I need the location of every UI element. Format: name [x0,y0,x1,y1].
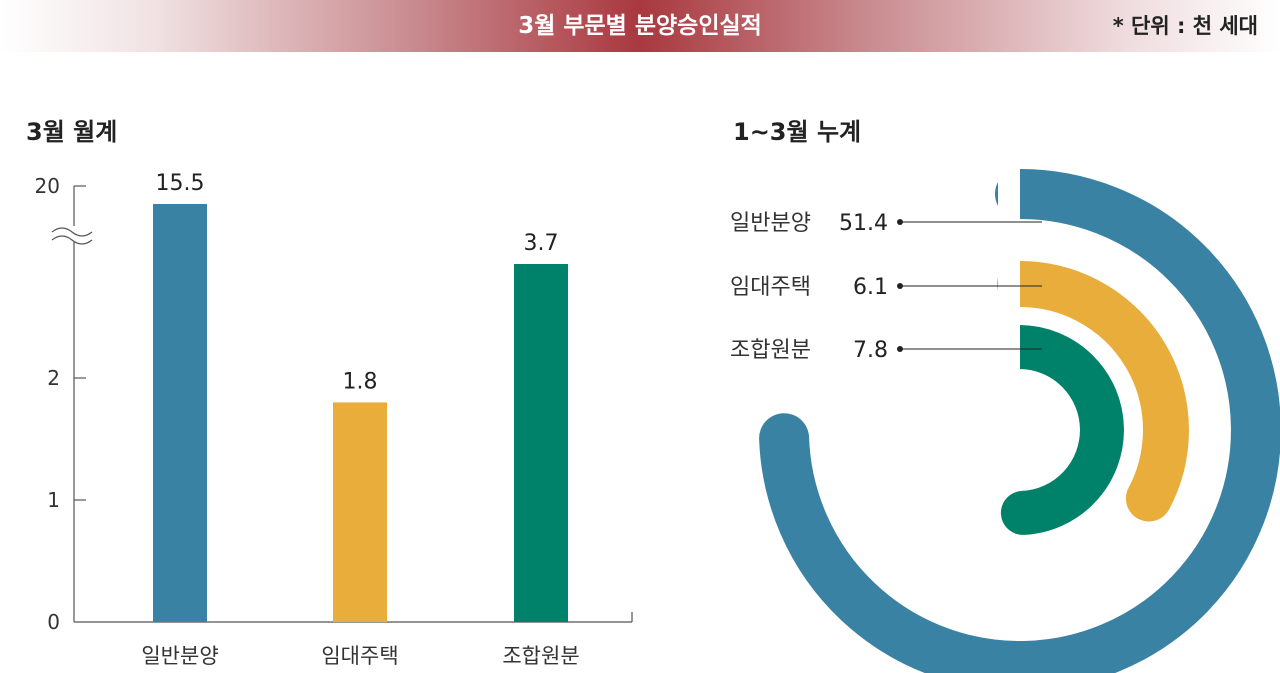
donut-chart-title: 1~3월 누계 [733,118,862,146]
x-category-label: 일반분양 [141,644,218,668]
donut-category-label: 일반분양 [730,211,811,236]
bar [333,402,387,622]
axis-break-mark [51,235,93,245]
arc-start-mask [998,169,1020,219]
donut-value-label: 6.1 [853,275,888,300]
unit-note: * 단위 : 천 세대 [1112,14,1258,38]
arc-segment [997,261,1189,522]
donut-category-label: 조합원분 [730,338,811,363]
header-banner [0,0,1280,52]
bar [153,204,207,622]
bar-value-label: 1.8 [343,369,378,394]
arc-segment [998,325,1124,535]
bar-value-label: 15.5 [156,171,205,196]
y-tick-label: 0 [47,610,60,634]
bar-chart-title: 3월 월계 [26,118,118,146]
bar [514,264,568,622]
x-category-label: 임대주택 [321,644,398,668]
donut-category-label: 임대주택 [730,275,811,300]
y-tick-label: 2 [47,366,60,390]
donut-value-label: 7.8 [853,338,888,363]
page-title: 3월 부문별 분양승인실적 [518,13,762,39]
arc-segment [759,169,1280,673]
arc-start-mask [998,325,1020,369]
donut-value-label: 51.4 [839,211,888,236]
y-tick-label: 1 [47,488,60,512]
arc-start-mask [998,261,1020,307]
x-category-label: 조합원분 [502,644,579,668]
y-tick-label: 20 [35,174,60,198]
axis-break-mark [51,227,93,237]
bar-value-label: 3.7 [524,231,559,256]
